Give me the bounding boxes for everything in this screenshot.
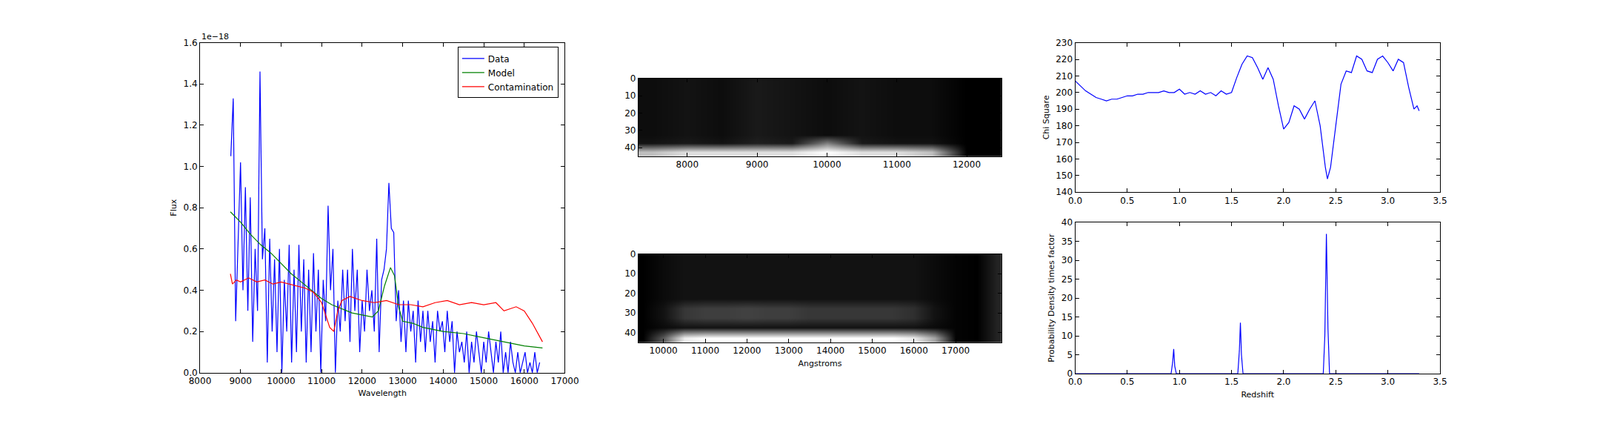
svg-text:20: 20 bbox=[624, 108, 636, 119]
svg-text:15000: 15000 bbox=[857, 345, 886, 356]
svg-text:220: 220 bbox=[1055, 54, 1073, 65]
svg-text:230: 230 bbox=[1055, 37, 1073, 49]
svg-text:16000: 16000 bbox=[510, 375, 539, 386]
svg-text:12000: 12000 bbox=[348, 375, 377, 386]
svg-text:17000: 17000 bbox=[550, 375, 579, 386]
svg-text:0: 0 bbox=[630, 248, 637, 260]
svg-text:11000: 11000 bbox=[882, 159, 912, 170]
svg-text:1.2: 1.2 bbox=[183, 120, 198, 131]
svg-text:140: 140 bbox=[1055, 186, 1073, 198]
svg-text:0: 0 bbox=[630, 73, 637, 84]
svg-text:1.5: 1.5 bbox=[1224, 195, 1239, 206]
svg-text:180: 180 bbox=[1055, 120, 1073, 132]
svg-text:Probability Density times fact: Probability Density times factor bbox=[1046, 233, 1057, 363]
svg-text:30: 30 bbox=[624, 307, 636, 318]
svg-text:Contamination: Contamination bbox=[488, 82, 554, 93]
svg-text:1.0: 1.0 bbox=[1172, 376, 1187, 387]
svg-text:30: 30 bbox=[624, 125, 636, 136]
svg-text:2.0: 2.0 bbox=[1276, 195, 1291, 206]
svg-text:40: 40 bbox=[1061, 217, 1073, 228]
svg-text:35: 35 bbox=[1061, 236, 1073, 247]
svg-text:5: 5 bbox=[1066, 349, 1073, 360]
svg-text:160: 160 bbox=[1055, 154, 1073, 165]
svg-text:13000: 13000 bbox=[774, 345, 803, 356]
svg-text:1.4: 1.4 bbox=[183, 78, 198, 89]
svg-text:9000: 9000 bbox=[228, 375, 252, 386]
svg-text:10000: 10000 bbox=[649, 345, 678, 356]
svg-text:10: 10 bbox=[624, 268, 636, 279]
svg-text:8000: 8000 bbox=[676, 159, 700, 170]
svg-text:3.0: 3.0 bbox=[1380, 376, 1395, 387]
svg-text:1.6: 1.6 bbox=[183, 37, 198, 49]
svg-text:0.2: 0.2 bbox=[183, 325, 198, 337]
svg-text:0.4: 0.4 bbox=[183, 285, 198, 296]
svg-text:190: 190 bbox=[1055, 103, 1073, 115]
svg-text:Redshift: Redshift bbox=[1240, 389, 1275, 400]
svg-text:Flux: Flux bbox=[168, 198, 179, 216]
svg-text:1.5: 1.5 bbox=[1224, 376, 1239, 387]
svg-text:170: 170 bbox=[1055, 137, 1073, 148]
svg-text:Wavelength: Wavelength bbox=[358, 388, 407, 398]
svg-text:3.0: 3.0 bbox=[1380, 195, 1395, 206]
svg-text:150: 150 bbox=[1055, 170, 1073, 181]
svg-text:Angstroms: Angstroms bbox=[798, 358, 843, 369]
svg-text:13000: 13000 bbox=[388, 375, 418, 386]
svg-text:15: 15 bbox=[1061, 311, 1073, 323]
svg-text:20: 20 bbox=[1061, 292, 1073, 303]
svg-text:11000: 11000 bbox=[691, 345, 720, 356]
svg-text:14000: 14000 bbox=[428, 375, 458, 386]
svg-text:0.8: 0.8 bbox=[183, 202, 198, 213]
svg-text:25: 25 bbox=[1061, 274, 1073, 285]
svg-text:11000: 11000 bbox=[307, 375, 336, 386]
svg-text:10: 10 bbox=[624, 90, 636, 101]
svg-text:12000: 12000 bbox=[732, 345, 761, 356]
svg-text:Chi Square: Chi Square bbox=[1041, 94, 1052, 140]
svg-text:0.0: 0.0 bbox=[183, 367, 198, 378]
svg-text:16000: 16000 bbox=[900, 345, 929, 356]
svg-text:210: 210 bbox=[1055, 71, 1073, 82]
svg-text:0.6: 0.6 bbox=[183, 243, 198, 255]
svg-text:1e−18: 1e−18 bbox=[201, 31, 229, 42]
svg-text:40: 40 bbox=[624, 142, 636, 153]
svg-text:10: 10 bbox=[1061, 330, 1073, 341]
svg-text:10000: 10000 bbox=[266, 375, 295, 386]
svg-text:30: 30 bbox=[1061, 254, 1073, 266]
svg-text:2.5: 2.5 bbox=[1328, 195, 1343, 206]
svg-text:14000: 14000 bbox=[816, 345, 845, 356]
svg-text:0.5: 0.5 bbox=[1120, 376, 1135, 387]
svg-text:0: 0 bbox=[1066, 368, 1073, 379]
svg-text:0.0: 0.0 bbox=[1068, 195, 1083, 206]
svg-text:9000: 9000 bbox=[745, 159, 769, 170]
svg-text:Model: Model bbox=[488, 68, 515, 79]
svg-text:0.0: 0.0 bbox=[1068, 376, 1083, 387]
svg-text:1.0: 1.0 bbox=[183, 161, 198, 172]
svg-text:20: 20 bbox=[624, 288, 636, 299]
svg-text:15000: 15000 bbox=[469, 375, 498, 386]
svg-text:0.5: 0.5 bbox=[1120, 195, 1135, 206]
svg-text:3.5: 3.5 bbox=[1432, 376, 1447, 387]
svg-text:17000: 17000 bbox=[941, 345, 970, 356]
svg-text:40: 40 bbox=[624, 327, 636, 338]
svg-text:Data: Data bbox=[488, 54, 510, 65]
svg-text:12000: 12000 bbox=[952, 159, 981, 170]
svg-text:2.0: 2.0 bbox=[1276, 376, 1291, 387]
svg-text:8000: 8000 bbox=[188, 375, 212, 386]
svg-text:2.5: 2.5 bbox=[1328, 376, 1343, 387]
svg-text:200: 200 bbox=[1055, 87, 1073, 98]
svg-text:3.5: 3.5 bbox=[1432, 195, 1447, 206]
svg-text:10000: 10000 bbox=[812, 159, 841, 170]
svg-text:1.0: 1.0 bbox=[1172, 195, 1187, 206]
